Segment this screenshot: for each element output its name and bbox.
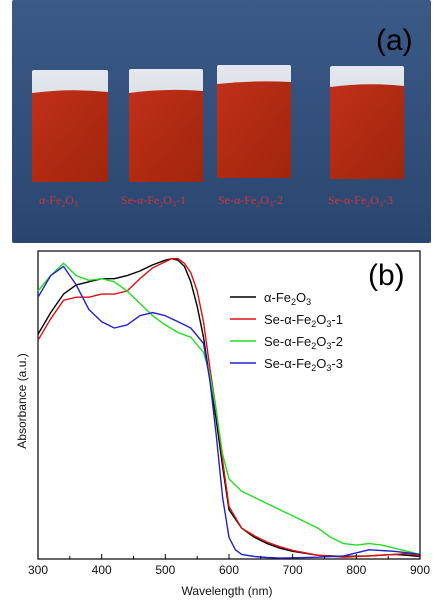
x-tick-label: 600: [219, 563, 239, 577]
sample-label-4: Se-α-Fe2O3-3: [328, 193, 393, 209]
chart-panel: 300 400 500 600 700 800 900 (b) Wavelength (nm…: [0, 243, 436, 601]
sample-label-3: Se-α-Fe2O3-2: [218, 193, 283, 209]
legend-label-4: Se-α-Fe2O3-3: [264, 356, 343, 373]
photo-panel: α-Fe2O3 Se-α-Fe2O3-1 Se-α-Fe2O3-2 Se-α-F…: [12, 0, 431, 243]
x-tick-label: 900: [410, 563, 430, 577]
x-tick-label: 800: [346, 563, 366, 577]
x-tick-label: 700: [283, 563, 303, 577]
sample-slide-4: [330, 66, 404, 179]
legend-label-3: Se-α-Fe2O3-2: [264, 334, 343, 351]
series-line-1: [37, 257, 421, 558]
sample-slide-3: [217, 65, 291, 178]
panel-label-b: (b): [368, 259, 405, 292]
legend-label-2: Se-α-Fe2O3-1: [264, 312, 343, 329]
sample-slide-2: [129, 69, 203, 182]
sample-slide-1: [32, 70, 108, 182]
x-tick-label: 400: [92, 563, 112, 577]
y-axis-label: Absorbance (a.u.): [15, 353, 29, 448]
oxide-film: [330, 84, 404, 179]
panel-label-a: (a): [376, 24, 413, 57]
oxide-film: [129, 89, 203, 182]
oxide-film: [217, 81, 291, 178]
sample-label-2: Se-α-Fe2O3-1: [121, 193, 186, 209]
series-line-2: [37, 257, 421, 558]
plot-frame: [37, 250, 421, 560]
absorbance-chart: 300 400 500 600 700 800 900 (b) Wavelength (nm…: [15, 250, 430, 598]
series-line-3: [37, 262, 421, 556]
sample-label-1: α-Fe2O3: [39, 193, 78, 209]
legend-label-1: α-Fe2O3: [264, 290, 311, 307]
series-line-4: [37, 265, 421, 559]
x-tick-label: 500: [155, 563, 175, 577]
x-tick-label: 300: [28, 563, 48, 577]
oxide-film: [32, 90, 108, 182]
sample-photo: α-Fe2O3 Se-α-Fe2O3-1 Se-α-Fe2O3-2 Se-α-F…: [12, 0, 431, 243]
x-axis-label: Wavelength (nm): [182, 584, 273, 598]
